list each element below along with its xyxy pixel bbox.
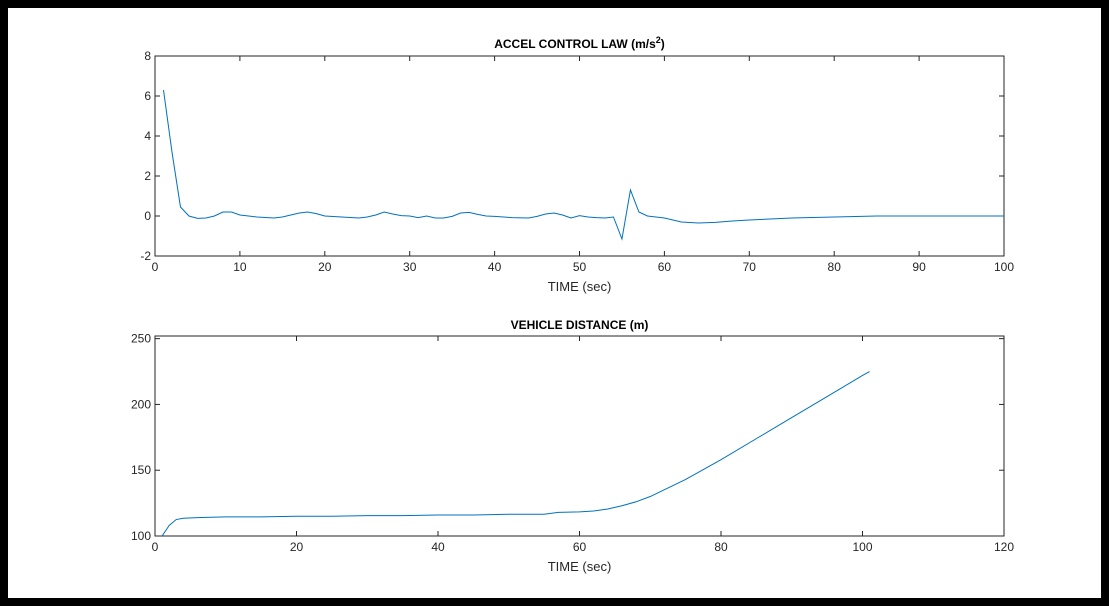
distance-series-line xyxy=(161,371,870,536)
accel-x-tick-label: 60 xyxy=(658,260,672,274)
distance-ticks: 0 20 40 60 80 100 120 100 150 200 250 xyxy=(131,332,1014,554)
vehicle-distance-subplot: VEHICLE DISTANCE (m) TIME (sec) 0 20 40 60 8… xyxy=(131,318,1014,574)
accel-axes-box xyxy=(154,55,1005,257)
accel-title: ACCEL CONTROL LAW (m/s2) xyxy=(494,35,665,51)
accel-x-tick-label: 50 xyxy=(573,260,587,274)
accel-x-tick-label: 10 xyxy=(233,260,247,274)
accel-x-tick-label: 20 xyxy=(318,260,332,274)
distance-x-tick-label: 80 xyxy=(714,540,728,554)
accel-title-main: ACCEL CONTROL LAW (m/s xyxy=(494,37,656,51)
accel-x-tick-label: 0 xyxy=(152,260,159,274)
distance-y-tick-label: 250 xyxy=(131,332,151,346)
accel-title-superscript: 2 xyxy=(656,35,661,45)
distance-x-axis-label: TIME (sec) xyxy=(548,559,612,574)
accel-control-law-subplot: ACCEL CONTROL LAW (m/s2) TIME (sec) 0 10 2… xyxy=(140,35,1014,294)
accel-y-tick-label: 6 xyxy=(144,89,151,103)
distance-x-tick-label: 40 xyxy=(431,540,445,554)
accel-series-line xyxy=(162,89,1004,241)
accel-x-tick-label: 100 xyxy=(994,260,1014,274)
accel-title-suffix: ) xyxy=(661,37,665,51)
accel-y-tick-label: -2 xyxy=(140,249,151,263)
accel-y-tick-label: 4 xyxy=(144,129,151,143)
distance-y-tick-label: 100 xyxy=(131,529,151,543)
accel-x-axis-label: TIME (sec) xyxy=(548,279,612,294)
accel-y-tick-label: 2 xyxy=(144,169,151,183)
accel-x-tick-label: 30 xyxy=(403,260,417,274)
accel-x-tick-label: 80 xyxy=(828,260,842,274)
accel-y-tick-label: 8 xyxy=(144,49,151,63)
distance-y-tick-label: 150 xyxy=(131,463,151,477)
distance-x-tick-label: 60 xyxy=(573,540,587,554)
distance-axes-box xyxy=(154,335,1005,537)
accel-y-tick-label: 0 xyxy=(144,209,151,223)
accel-x-tick-label: 90 xyxy=(912,260,926,274)
accel-x-tick-label: 70 xyxy=(743,260,757,274)
distance-x-tick-label: 120 xyxy=(994,540,1014,554)
distance-title: VEHICLE DISTANCE (m) xyxy=(511,318,649,332)
distance-x-tick-label: 0 xyxy=(152,540,159,554)
distance-x-tick-label: 100 xyxy=(852,540,872,554)
distance-y-tick-label: 200 xyxy=(131,397,151,411)
distance-x-tick-label: 20 xyxy=(290,540,304,554)
accel-x-tick-label: 40 xyxy=(488,260,502,274)
